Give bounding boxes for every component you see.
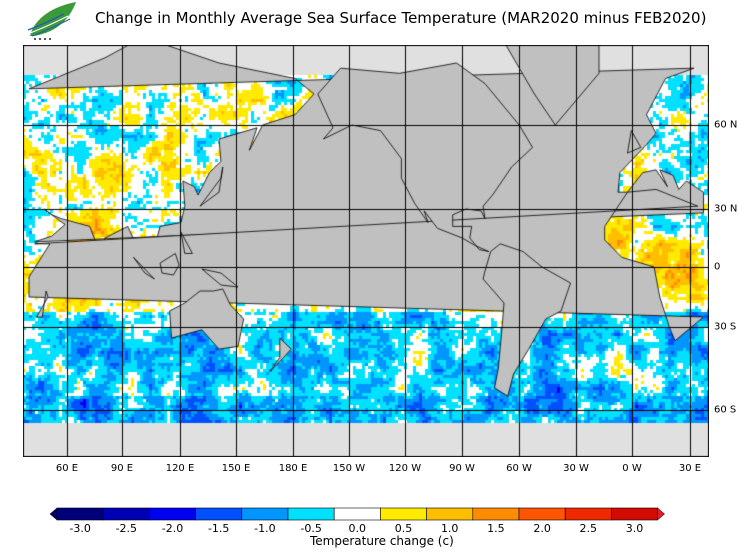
colorbar-segment — [287, 507, 335, 521]
lon-label: 30 W — [563, 463, 589, 474]
colorbar-segment — [611, 507, 658, 521]
colorbar-segment — [56, 507, 104, 521]
colorbar-tick-label: -1.5 — [207, 522, 230, 535]
lon-label: 60 W — [506, 463, 532, 474]
lat-label: 30 N — [714, 203, 738, 215]
lon-label: 90 E — [110, 463, 134, 474]
lon-label: 120 E — [165, 463, 195, 474]
colorbar-segment — [518, 507, 566, 521]
colorbar-segment — [564, 507, 612, 521]
sst-change-map — [23, 45, 709, 457]
agency-logo — [27, 2, 76, 40]
chart-title: Change in Monthly Average Sea Surface Te… — [95, 9, 707, 27]
lon-label: 60 E — [55, 463, 79, 474]
lon-label: 30 E — [678, 463, 702, 474]
lon-label: 180 E — [278, 463, 308, 474]
colorbar-segment — [380, 507, 427, 521]
colorbar-segment — [102, 507, 150, 521]
colorbar-segment — [333, 507, 381, 521]
lat-label: 60 S — [714, 404, 737, 416]
colorbar-tick-label: -2.0 — [161, 522, 184, 535]
colorbar-tick-label: -3.0 — [69, 522, 91, 535]
colorbar-tick-label: -1.0 — [254, 522, 276, 535]
colorbar-tick-label: 0.0 — [348, 522, 367, 535]
lat-label: 30 S — [714, 321, 737, 333]
lon-label: 120 W — [388, 463, 422, 474]
colorbar-tick-label: 1.0 — [440, 522, 459, 535]
colorbar-tick-label: 0.5 — [394, 522, 413, 535]
colorbar-low-arrow — [50, 507, 58, 521]
colorbar-segment — [472, 507, 520, 521]
lat-label: 60 N — [714, 119, 738, 131]
lat-label: 0 — [714, 261, 721, 273]
colorbar-segment — [149, 507, 196, 521]
colorbar-segment — [426, 507, 474, 521]
colorbar-tick-label: 3.0 — [625, 522, 644, 535]
lon-label: 150 E — [221, 463, 251, 474]
lon-label: 90 W — [449, 463, 475, 474]
lon-label: 0 W — [622, 463, 642, 474]
lon-label: 150 W — [332, 463, 366, 474]
colorbar-tick-label: -2.5 — [115, 522, 138, 535]
colorbar-tick-label: 2.0 — [533, 522, 551, 535]
colorbar-tick-label: -0.5 — [300, 522, 322, 535]
colorbar-high-arrow — [657, 507, 665, 521]
colorbar-tick-label: 1.5 — [487, 522, 505, 535]
colorbar-unit-label: Temperature change (c) — [310, 534, 454, 548]
colorbar-segment — [195, 507, 243, 521]
colorbar-tick-label: 2.5 — [579, 522, 598, 535]
colorbar-segment — [241, 507, 289, 521]
colorbar — [50, 507, 665, 521]
